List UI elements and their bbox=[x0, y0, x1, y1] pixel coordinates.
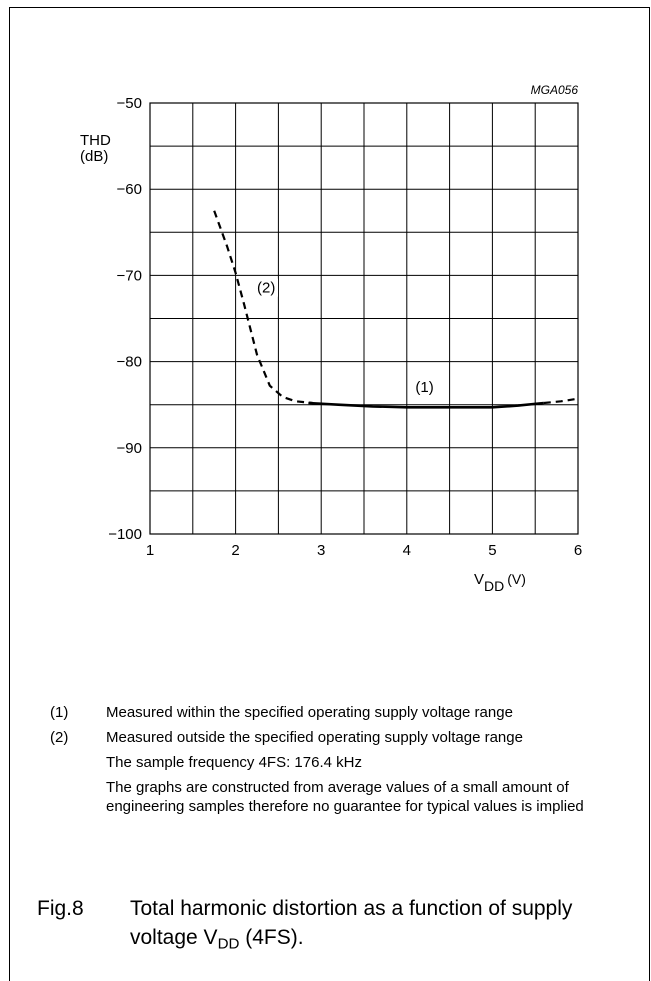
y-axis-unit: (dB) bbox=[80, 148, 108, 165]
y-axis-label: THD bbox=[80, 132, 111, 149]
plot-area-frame bbox=[149, 102, 579, 535]
footnote-1: (1) Measured within the specified operat… bbox=[50, 703, 636, 722]
x-axis-label: VDD (V) bbox=[474, 571, 526, 594]
series-annotation: (1) bbox=[415, 379, 433, 396]
x-tick-label: 6 bbox=[574, 542, 582, 559]
disclaimer-note: The graphs are constructed from average … bbox=[106, 779, 584, 815]
x-tick-label: 5 bbox=[488, 542, 496, 559]
x-tick-label: 1 bbox=[146, 542, 154, 559]
y-tick-label: −100 bbox=[108, 526, 142, 543]
y-tick-label: −80 bbox=[117, 354, 142, 371]
figure-title: Total harmonic distortion as a function … bbox=[130, 897, 573, 953]
series-line-measured-out-of-range bbox=[543, 397, 579, 405]
x-tick-label: 2 bbox=[231, 542, 239, 559]
footnotes: (1) Measured within the specified operat… bbox=[50, 703, 636, 822]
figure-label: Fig.8 bbox=[37, 897, 84, 920]
footnote-number: (1) bbox=[50, 704, 69, 721]
series-line-measured-out-of-range bbox=[213, 210, 313, 405]
annotation-background bbox=[254, 278, 278, 297]
series-annotation: (2) bbox=[257, 280, 275, 297]
footnote-text: Measured within the specified operating … bbox=[106, 704, 513, 721]
y-tick-label: −90 bbox=[117, 440, 142, 457]
footnote-text: Measured outside the specified operating… bbox=[106, 729, 523, 746]
y-tick-label: −50 bbox=[117, 95, 142, 112]
figure-frame bbox=[9, 7, 650, 981]
figure-id: MGA056 bbox=[531, 83, 579, 97]
footnote-number: (2) bbox=[50, 729, 69, 746]
series-line-measured-in-range bbox=[308, 401, 544, 409]
y-tick-label: −60 bbox=[117, 181, 142, 198]
y-tick-label: −70 bbox=[117, 267, 142, 284]
footnote-2: (2) Measured outside the specified opera… bbox=[50, 728, 636, 747]
annotation-background bbox=[412, 377, 437, 396]
sample-frequency-note: The sample frequency 4FS: 176.4 kHz bbox=[106, 754, 362, 771]
x-tick-label: 4 bbox=[403, 542, 411, 559]
x-tick-label: 3 bbox=[317, 542, 325, 559]
